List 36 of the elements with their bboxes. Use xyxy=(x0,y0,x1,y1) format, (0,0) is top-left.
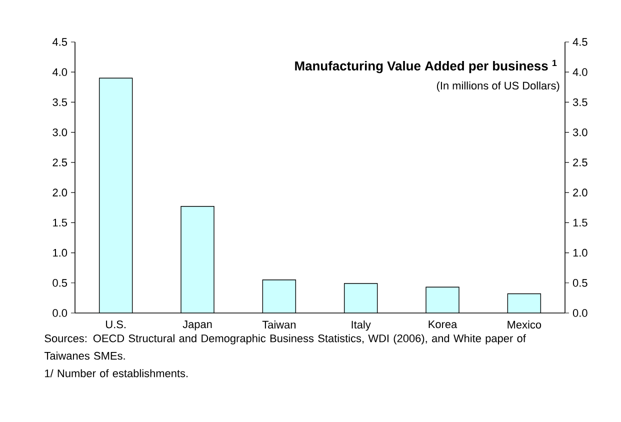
source-note: Sources: OECD Structural and Demographic Business Statistics, WDI (2006), and White paper of Taiwanes SMEs. xyxy=(44,334,526,360)
y-tick-label: 4.0 xyxy=(52,68,68,76)
y2-tick-label: 2.0 xyxy=(573,188,588,196)
y2-tick-label: 1.5 xyxy=(573,218,588,226)
y-tick-label: 1.0 xyxy=(53,248,68,257)
x-tick-label: Japan xyxy=(182,320,212,330)
y-tick-label: 4.5 xyxy=(52,38,68,46)
y-tick-label: 2.5 xyxy=(52,158,68,166)
bar xyxy=(344,283,378,313)
y-tick-label: 0.0 xyxy=(52,309,68,317)
y2-tick-label: 1.0 xyxy=(573,248,588,257)
y2-tick-label: 3.0 xyxy=(572,128,588,136)
y-tick-label: 3.0 xyxy=(52,128,68,136)
y-tick-label: 2.0 xyxy=(52,188,68,196)
y2-tick-label: 0.5 xyxy=(572,279,588,287)
y2-tick-label: 2.5 xyxy=(573,158,588,166)
y-tick-label: 0.5 xyxy=(52,279,68,287)
x-tick-label: U.S. xyxy=(106,320,126,328)
bar xyxy=(99,78,132,313)
y-tick-label: 1.5 xyxy=(53,218,68,226)
y2-tick-label: 0.0 xyxy=(572,309,588,317)
x-tick-label: Mexico xyxy=(508,320,542,329)
text: 1/ Number of establishments. xyxy=(45,369,188,378)
y-tick-label: 3.5 xyxy=(52,98,68,106)
y2-tick-label: 4.5 xyxy=(572,38,588,46)
x-tick-label: Taiwan xyxy=(262,320,296,329)
bar xyxy=(262,280,296,313)
y2-tick-label: 3.5 xyxy=(572,98,588,106)
bar xyxy=(426,287,460,313)
bar xyxy=(507,293,542,313)
text: Manufacturing Value Added per business $^{1}$ xyxy=(295,60,557,74)
x-tick-label: Korea xyxy=(428,320,458,328)
text: (In millions of US Dollars) xyxy=(436,81,560,92)
bar xyxy=(181,206,214,313)
y2-tick-label: 4.0 xyxy=(572,68,588,76)
x-tick-label: Italy xyxy=(352,320,371,331)
